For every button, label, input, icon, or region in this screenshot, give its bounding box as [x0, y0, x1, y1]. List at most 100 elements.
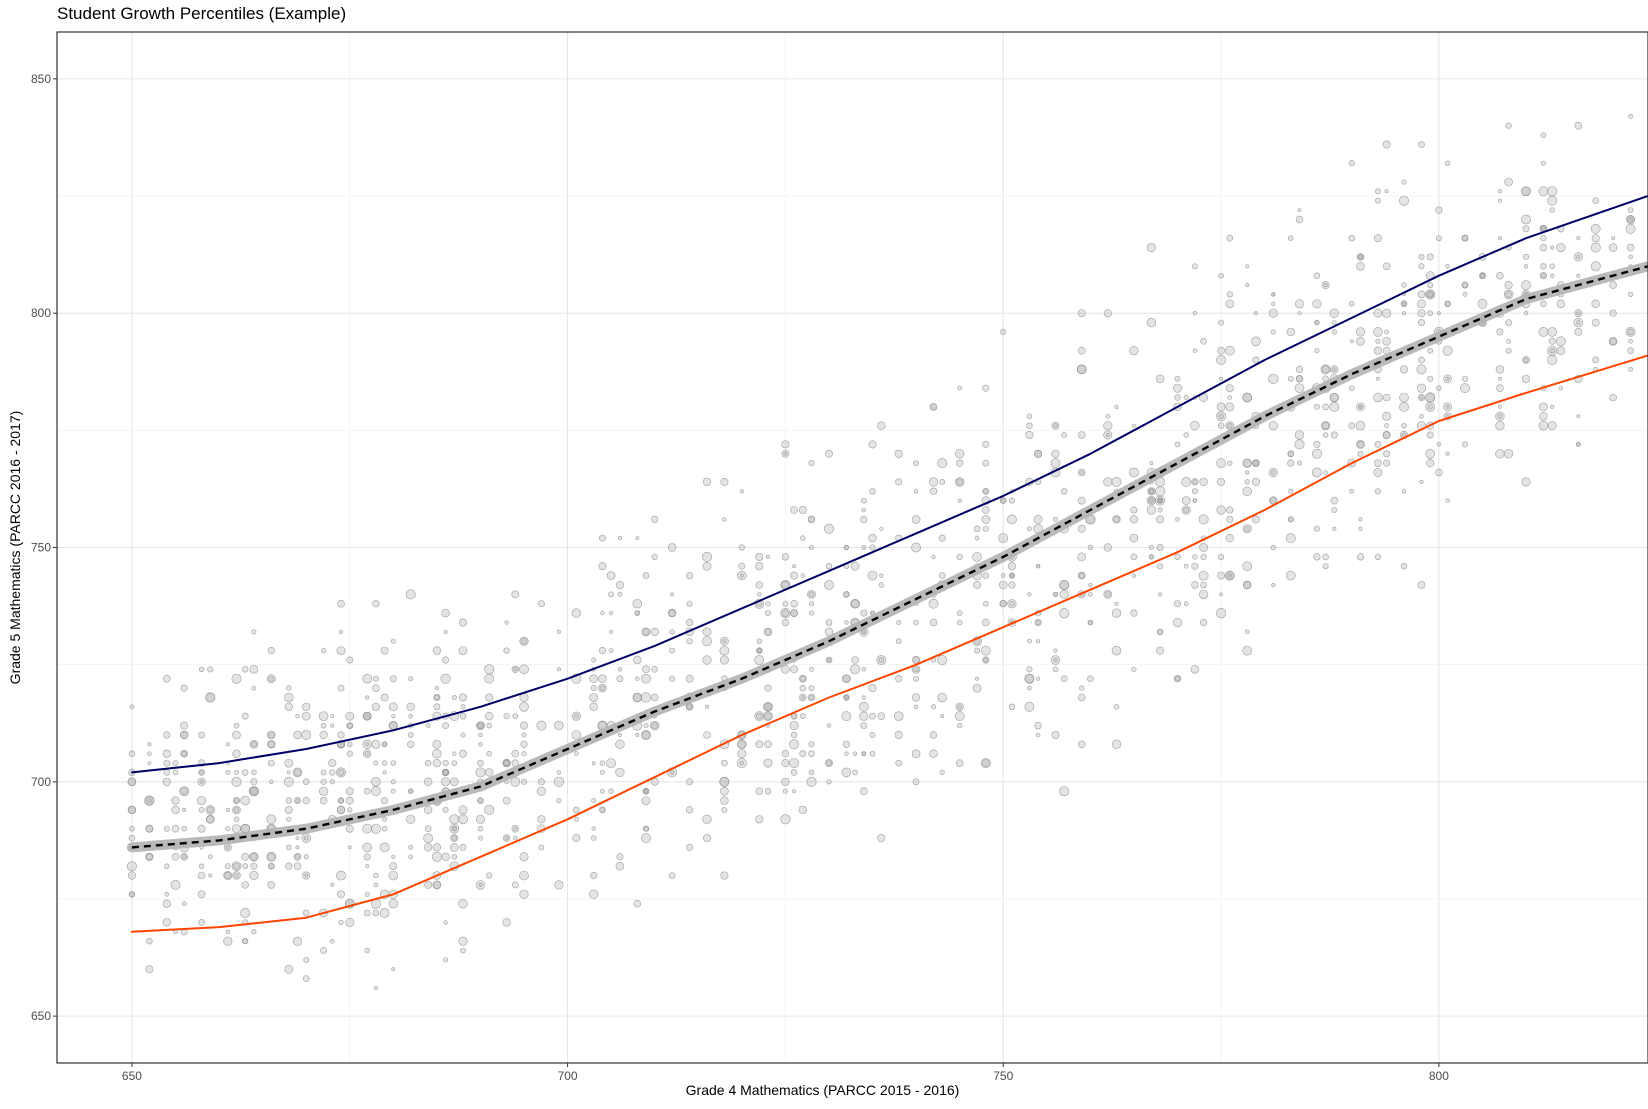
scatter-point — [955, 702, 964, 711]
scatter-point — [128, 750, 136, 757]
scatter-point — [336, 646, 346, 655]
scatter-point — [1053, 592, 1058, 597]
scatter-point — [841, 674, 851, 684]
scatter-point — [1400, 300, 1408, 308]
scatter-point — [825, 449, 833, 458]
scatter-point — [1374, 553, 1381, 561]
scatter-point — [284, 702, 293, 711]
scatter-point — [973, 525, 981, 532]
scatter-point — [295, 845, 300, 850]
scatter-point — [1539, 402, 1548, 412]
chart-title: Student Growth Percentiles (Example) — [57, 4, 347, 23]
scatter-point — [929, 618, 938, 627]
scatter-point — [1024, 673, 1035, 684]
scatter-point — [407, 788, 414, 795]
scatter-point — [806, 776, 817, 787]
scatter-point — [345, 711, 355, 721]
scatter-point — [477, 722, 484, 729]
scatter-point — [1329, 401, 1340, 412]
scatter-point — [981, 515, 991, 524]
scatter-point — [642, 825, 650, 832]
scatter-point — [536, 786, 547, 796]
scatter-point — [452, 751, 457, 756]
scatter-point — [364, 751, 370, 757]
scatter-point — [242, 863, 249, 870]
scatter-point — [1112, 515, 1121, 524]
scatter-point — [739, 760, 744, 766]
scatter-point — [1027, 526, 1032, 532]
scatter-point — [502, 834, 511, 842]
scatter-point — [1591, 299, 1600, 308]
scatter-point — [1174, 553, 1181, 561]
scatter-point — [241, 769, 249, 776]
scatter-point — [1227, 423, 1233, 429]
scatter-point — [617, 592, 623, 597]
scatter-point — [241, 712, 249, 720]
scatter-point — [1436, 442, 1441, 447]
scatter-point — [145, 825, 153, 833]
scatter-point — [1443, 374, 1452, 384]
scatter-point — [1252, 356, 1260, 364]
y-tick-label: 750 — [31, 541, 51, 555]
scatter-point — [668, 609, 676, 617]
scatter-point — [512, 713, 519, 720]
scatter-point — [1156, 543, 1164, 551]
scatter-point — [231, 776, 242, 787]
scatter-point — [302, 975, 310, 982]
scatter-point — [460, 947, 466, 954]
scatter-point — [573, 751, 579, 757]
scatter-point — [1295, 215, 1304, 224]
scatter-point — [458, 814, 468, 825]
scatter-point — [686, 600, 693, 607]
scatter-point — [790, 571, 799, 580]
scatter-point — [860, 609, 868, 617]
scatter-point — [425, 723, 431, 728]
scatter-point — [591, 798, 597, 804]
scatter-point — [720, 796, 729, 805]
scatter-point — [929, 487, 938, 495]
scatter-point — [972, 683, 982, 693]
scatter-point — [250, 862, 258, 870]
scatter-point — [199, 779, 204, 784]
scatter-point — [651, 722, 659, 729]
scatter-point — [860, 497, 867, 504]
scatter-point — [1576, 320, 1581, 325]
scatter-point — [643, 789, 649, 794]
scatter-point — [1217, 346, 1225, 355]
scatter-point — [591, 657, 597, 663]
scatter-point — [520, 740, 528, 748]
scatter-point — [511, 824, 520, 833]
scatter-point — [783, 451, 788, 456]
scatter-point — [1496, 272, 1504, 280]
scatter-point — [911, 693, 921, 702]
scatter-point — [808, 460, 815, 467]
scatter-point — [441, 777, 451, 787]
scatter-point — [1035, 619, 1041, 625]
scatter-point — [408, 789, 413, 794]
scatter-point — [181, 750, 188, 757]
scatter-point — [520, 778, 527, 785]
scatter-point — [1077, 571, 1086, 580]
scatter-point — [362, 673, 373, 684]
scatter-point — [458, 693, 467, 702]
scatter-point — [338, 919, 344, 926]
scatter-point — [1356, 253, 1365, 261]
scatter-point — [686, 843, 694, 851]
scatter-point — [163, 769, 171, 776]
scatter-point — [486, 872, 493, 879]
scatter-point — [1088, 592, 1093, 597]
scatter-point — [1556, 299, 1566, 309]
scatter-point — [380, 693, 389, 702]
scatter-point — [1505, 319, 1512, 326]
scatter-point — [763, 758, 773, 768]
scatter-point — [1445, 264, 1450, 269]
scatter-point — [957, 385, 963, 391]
scatter-point — [251, 929, 257, 935]
scatter-point — [1314, 320, 1319, 325]
scatter-point — [1313, 553, 1321, 561]
scatter-point — [145, 965, 154, 974]
scatter-point — [233, 816, 240, 823]
scatter-point — [442, 806, 449, 813]
scatter-point — [1245, 264, 1250, 269]
scatter-point — [519, 852, 529, 862]
